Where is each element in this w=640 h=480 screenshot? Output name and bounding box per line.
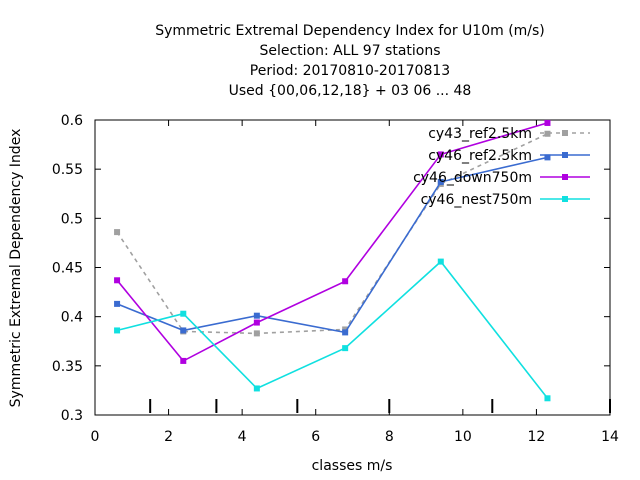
x-tick-label: 8 (385, 429, 394, 445)
data-point (180, 327, 187, 334)
legend-marker (562, 130, 568, 136)
legend-marker (562, 196, 568, 202)
series-line (116, 260, 549, 399)
y-axis: 0.3 0.35 0.4 0.45 0.5 0.55 0.6 (52, 113, 610, 424)
legend-label: cy43_ref2.5km (428, 126, 532, 142)
x-tick-label: 0 (91, 429, 100, 445)
series-cy46_down750m (114, 119, 551, 364)
data-point (437, 151, 444, 158)
legend-label: cy46_down750m (413, 170, 532, 186)
data-point (253, 385, 260, 392)
series-cy46_nest750m (114, 258, 551, 402)
y-tick-label: 0.45 (52, 261, 83, 277)
x-tick-label: 6 (311, 429, 320, 445)
chart-title: Symmetric Extremal Dependency Index for … (155, 23, 545, 99)
y-tick-label: 0.4 (61, 310, 83, 326)
y-tick-label: 0.5 (61, 211, 83, 227)
series-line (116, 133, 548, 335)
y-axis-label: Symmetric Extremal Dependency Index (8, 129, 24, 408)
data-point (544, 395, 551, 402)
data-point (544, 119, 551, 126)
title-line-3: Period: 20170810-20170813 (250, 63, 450, 79)
x-tick-label: 10 (454, 429, 472, 445)
title-line-4: Used {00,06,12,18} + 03 06 ... 48 (229, 83, 472, 99)
series-cy46_ref2.5km (114, 154, 551, 336)
x-axis: 0 2 4 6 8 10 12 14 (91, 120, 619, 445)
data-point (114, 327, 121, 334)
data-point (437, 258, 444, 265)
data-point (253, 319, 260, 326)
data-point (342, 329, 349, 336)
legend-label: cy46_ref2.5km (428, 148, 532, 164)
series-line (116, 122, 548, 362)
title-line-2: Selection: ALL 97 stations (259, 43, 440, 59)
x-tick-label: 2 (164, 429, 173, 445)
plot-area (94, 119, 611, 416)
data-point (180, 357, 187, 364)
data-point (114, 277, 121, 284)
data-point (342, 278, 349, 285)
data-point (437, 178, 444, 185)
data-point (253, 312, 260, 319)
data-point (114, 300, 121, 307)
legend-marker (562, 174, 568, 180)
data-point (342, 345, 349, 352)
x-tick-label: 12 (528, 429, 546, 445)
data-point (114, 229, 121, 236)
y-tick-label: 0.55 (52, 162, 83, 178)
y-tick-label: 0.35 (52, 359, 83, 375)
x-axis-label: classes m/s (312, 458, 393, 474)
data-point (544, 130, 551, 137)
legend-label: cy46_nest750m (421, 192, 532, 208)
series-layer (114, 119, 551, 402)
data-point (544, 154, 551, 161)
series-line (116, 156, 548, 334)
data-point (253, 330, 260, 337)
legend-marker (562, 152, 568, 158)
y-tick-label: 0.6 (61, 113, 83, 129)
class-boundary-marks (149, 399, 611, 413)
x-tick-label: 14 (601, 429, 619, 445)
data-point (180, 310, 187, 317)
y-tick-label: 0.3 (61, 408, 83, 424)
legend: cy43_ref2.5km cy46_ref2.5km cy46_down750mc… (413, 126, 590, 208)
x-tick-label: 4 (238, 429, 247, 445)
title-line-1: Symmetric Extremal Dependency Index for … (155, 23, 545, 39)
